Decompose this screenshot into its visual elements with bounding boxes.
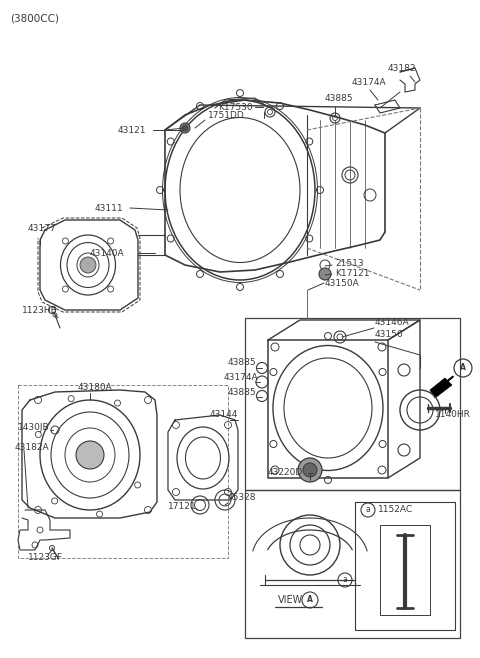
Bar bbox=[380, 525, 430, 615]
Text: A: A bbox=[307, 595, 313, 605]
Text: 43885: 43885 bbox=[228, 388, 257, 397]
Circle shape bbox=[76, 441, 104, 469]
Text: 1430JB: 1430JB bbox=[18, 424, 49, 432]
Text: 43182: 43182 bbox=[388, 64, 417, 72]
Text: K17530: K17530 bbox=[218, 103, 252, 111]
Text: 43140A: 43140A bbox=[90, 249, 125, 257]
Text: K17121: K17121 bbox=[335, 268, 370, 278]
Text: 43885: 43885 bbox=[228, 359, 257, 368]
Text: 21513: 21513 bbox=[335, 259, 364, 268]
Circle shape bbox=[319, 268, 331, 280]
Text: 43174A: 43174A bbox=[224, 374, 259, 382]
Circle shape bbox=[180, 123, 190, 133]
Circle shape bbox=[303, 463, 317, 477]
Text: A: A bbox=[460, 363, 466, 372]
Text: 43174A: 43174A bbox=[352, 78, 386, 86]
Text: 1123GF: 1123GF bbox=[28, 553, 63, 563]
Text: VIEW: VIEW bbox=[278, 595, 303, 605]
Bar bbox=[355, 502, 455, 630]
Circle shape bbox=[80, 257, 96, 273]
Text: 1140HR: 1140HR bbox=[435, 411, 471, 420]
Text: 43144: 43144 bbox=[210, 411, 239, 420]
Text: 1751DD: 1751DD bbox=[208, 111, 245, 120]
Text: 43220D: 43220D bbox=[268, 468, 303, 478]
Circle shape bbox=[298, 458, 322, 482]
Text: 17121: 17121 bbox=[168, 503, 197, 511]
Text: a: a bbox=[366, 505, 371, 515]
Bar bbox=[245, 490, 460, 638]
Text: 43177: 43177 bbox=[28, 224, 57, 232]
Bar bbox=[245, 318, 460, 490]
Polygon shape bbox=[430, 378, 452, 398]
Text: 45328: 45328 bbox=[228, 494, 256, 503]
Text: 43111: 43111 bbox=[95, 203, 124, 213]
Text: 43885: 43885 bbox=[325, 93, 354, 103]
Text: 1152AC: 1152AC bbox=[378, 505, 413, 515]
Text: 43146A: 43146A bbox=[375, 318, 409, 326]
Text: 43180A: 43180A bbox=[78, 384, 113, 392]
Text: (3800CC): (3800CC) bbox=[10, 13, 59, 23]
Text: 43182A: 43182A bbox=[15, 443, 49, 453]
Text: a: a bbox=[343, 576, 348, 584]
Text: 43121: 43121 bbox=[118, 126, 146, 134]
Circle shape bbox=[182, 125, 188, 131]
Text: 1123HB: 1123HB bbox=[22, 305, 58, 315]
Text: 43156: 43156 bbox=[375, 330, 404, 340]
Text: 43150A: 43150A bbox=[325, 278, 360, 288]
